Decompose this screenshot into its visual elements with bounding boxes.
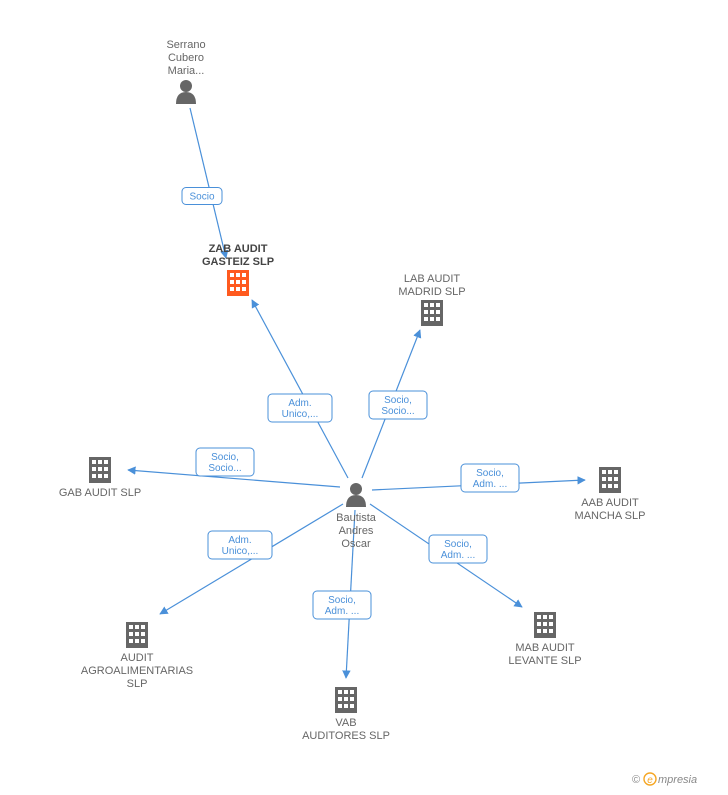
node-label: MANCHA SLP [575, 510, 646, 522]
node-label: MADRID SLP [398, 286, 465, 298]
node-audit_agro[interactable]: AUDITAGROALIMENTARIASSLP [81, 622, 193, 690]
building-icon [534, 612, 556, 638]
svg-text:Adm.: Adm. [288, 398, 311, 409]
svg-text:Socio...: Socio... [381, 406, 414, 417]
edge-label-bautista-mab: Socio,Adm. ... [429, 535, 487, 563]
node-label: GAB AUDIT SLP [59, 487, 141, 499]
edge-label-bautista-audit_agro: Adm.Unico,... [208, 531, 272, 559]
node-label: Andres [339, 525, 374, 537]
node-serrano[interactable]: SerranoCuberoMaria... [166, 39, 205, 104]
edge-bautista-zab [252, 300, 348, 478]
node-label: AUDIT [121, 652, 154, 664]
edge-label-bautista-aab: Socio,Adm. ... [461, 464, 519, 492]
node-label: SLP [127, 678, 148, 690]
edge-label-bautista-zab: Adm.Unico,... [268, 394, 332, 422]
node-label: Serrano [166, 39, 205, 51]
edge-label-serrano-zab: Socio [182, 188, 222, 205]
svg-text:Socio: Socio [189, 192, 214, 203]
node-label: VAB [335, 717, 356, 729]
node-gab[interactable]: GAB AUDIT SLP [59, 457, 141, 499]
node-label: GASTEIZ SLP [202, 256, 274, 268]
svg-text:mpresia: mpresia [658, 774, 697, 786]
svg-text:Socio,: Socio, [476, 468, 504, 479]
node-mab[interactable]: MAB AUDITLEVANTE SLP [508, 612, 581, 667]
edge-label-bautista-gab: Socio,Socio... [196, 448, 254, 476]
node-label: AUDITORES SLP [302, 730, 390, 742]
node-label: ZAB AUDIT [209, 243, 268, 255]
svg-text:Socio,: Socio, [328, 595, 356, 606]
edge-serrano-zab [190, 108, 226, 258]
svg-text:Unico,...: Unico,... [282, 409, 319, 420]
edge-label-bautista-vab: Socio,Adm. ... [313, 591, 371, 619]
node-label: Maria... [168, 65, 205, 77]
copyright: © e mpresia [632, 773, 697, 786]
svg-text:e: e [647, 775, 653, 786]
node-aab[interactable]: AAB AUDITMANCHA SLP [575, 467, 646, 522]
building-icon [421, 300, 443, 326]
node-label: MAB AUDIT [515, 642, 575, 654]
node-label: LEVANTE SLP [508, 655, 581, 667]
svg-text:Socio,: Socio, [444, 539, 472, 550]
svg-text:Adm.: Adm. [228, 535, 251, 546]
node-label: Bautista [336, 512, 377, 524]
svg-text:Unico,...: Unico,... [222, 546, 259, 557]
person-icon [176, 80, 196, 104]
svg-text:Adm. ...: Adm. ... [441, 550, 475, 561]
node-label: AAB AUDIT [581, 497, 639, 509]
person-icon [346, 483, 366, 507]
svg-text:Socio...: Socio... [208, 463, 241, 474]
svg-text:©: © [632, 774, 640, 786]
node-label: Oscar [341, 538, 371, 550]
node-label: LAB AUDIT [404, 273, 461, 285]
network-diagram: SocioAdm.Unico,...Socio,Socio...Socio,So… [0, 0, 728, 795]
building-icon [227, 270, 249, 296]
building-icon [126, 622, 148, 648]
node-zab[interactable]: ZAB AUDITGASTEIZ SLP [202, 243, 274, 296]
node-label: Cubero [168, 52, 204, 64]
building-icon [599, 467, 621, 493]
svg-text:Adm. ...: Adm. ... [473, 479, 507, 490]
svg-text:Socio,: Socio, [384, 395, 412, 406]
building-icon [89, 457, 111, 483]
edge-label-bautista-lab: Socio,Socio... [369, 391, 427, 419]
svg-text:Socio,: Socio, [211, 452, 239, 463]
node-label: AGROALIMENTARIAS [81, 665, 193, 677]
svg-text:Adm. ...: Adm. ... [325, 606, 359, 617]
node-bautista[interactable]: BautistaAndresOscar [336, 483, 377, 550]
node-vab[interactable]: VABAUDITORES SLP [302, 687, 390, 742]
building-icon [335, 687, 357, 713]
node-lab[interactable]: LAB AUDITMADRID SLP [398, 273, 465, 326]
